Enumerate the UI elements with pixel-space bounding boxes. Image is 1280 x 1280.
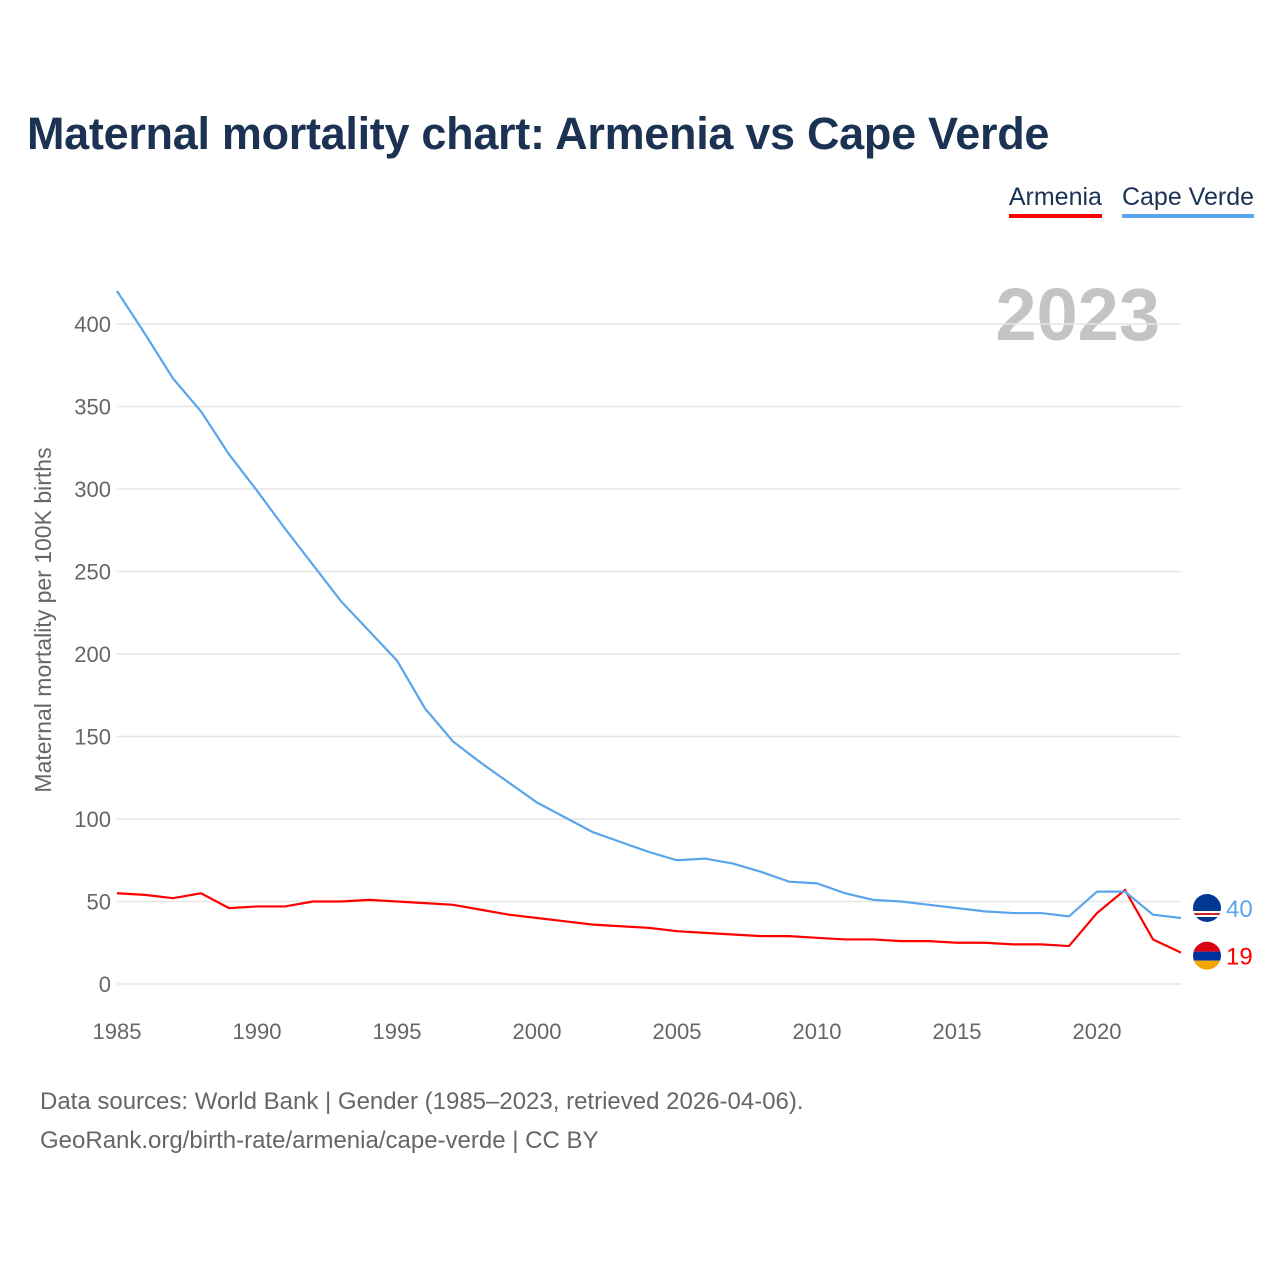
y-tick-label: 50 xyxy=(87,890,111,915)
end-value-label: 19 xyxy=(1226,944,1253,971)
x-tick-label: 1985 xyxy=(93,1019,142,1044)
armenia-flag-icon xyxy=(1193,941,1221,970)
x-tick-label: 2005 xyxy=(653,1019,702,1044)
y-tick-label: 100 xyxy=(74,807,111,832)
y-axis-label: Maternal mortality per 100K births xyxy=(30,447,56,792)
x-tick-label: 1990 xyxy=(233,1019,282,1044)
legend-armenia[interactable]: Armenia xyxy=(1008,183,1102,218)
cape-verde-flag-icon xyxy=(1193,894,1221,922)
y-tick-label: 150 xyxy=(74,725,111,750)
series-line-armenia xyxy=(116,888,1182,954)
y-tick-label: 350 xyxy=(74,395,111,420)
legend: Armenia Cape Verde xyxy=(1008,183,1254,218)
x-tick-label: 2020 xyxy=(1073,1019,1122,1044)
series-line-cape-verde xyxy=(116,290,1182,920)
footer-sources: Data sources: World Bank | Gender (1985–… xyxy=(40,1088,804,1115)
y-tick-label: 0 xyxy=(99,972,111,997)
y-tick-label: 200 xyxy=(74,642,111,667)
x-tick-label: 2010 xyxy=(793,1019,842,1044)
chart-title: Maternal mortality chart: Armenia vs Cap… xyxy=(27,108,1050,159)
x-tick-label: 1995 xyxy=(373,1019,422,1044)
y-tick-label: 300 xyxy=(74,477,111,502)
x-tick-label: 2000 xyxy=(513,1019,562,1044)
x-tick-label: 2015 xyxy=(933,1019,982,1044)
y-tick-label: 250 xyxy=(74,560,111,585)
legend-cape-verde[interactable]: Cape Verde xyxy=(1121,183,1254,218)
year-watermark: 2023 xyxy=(995,273,1160,356)
y-tick-label: 400 xyxy=(74,312,111,337)
end-value-label: 40 xyxy=(1226,896,1253,923)
footer-url[interactable]: GeoRank.org/birth-rate/armenia/cape-verd… xyxy=(40,1127,599,1154)
